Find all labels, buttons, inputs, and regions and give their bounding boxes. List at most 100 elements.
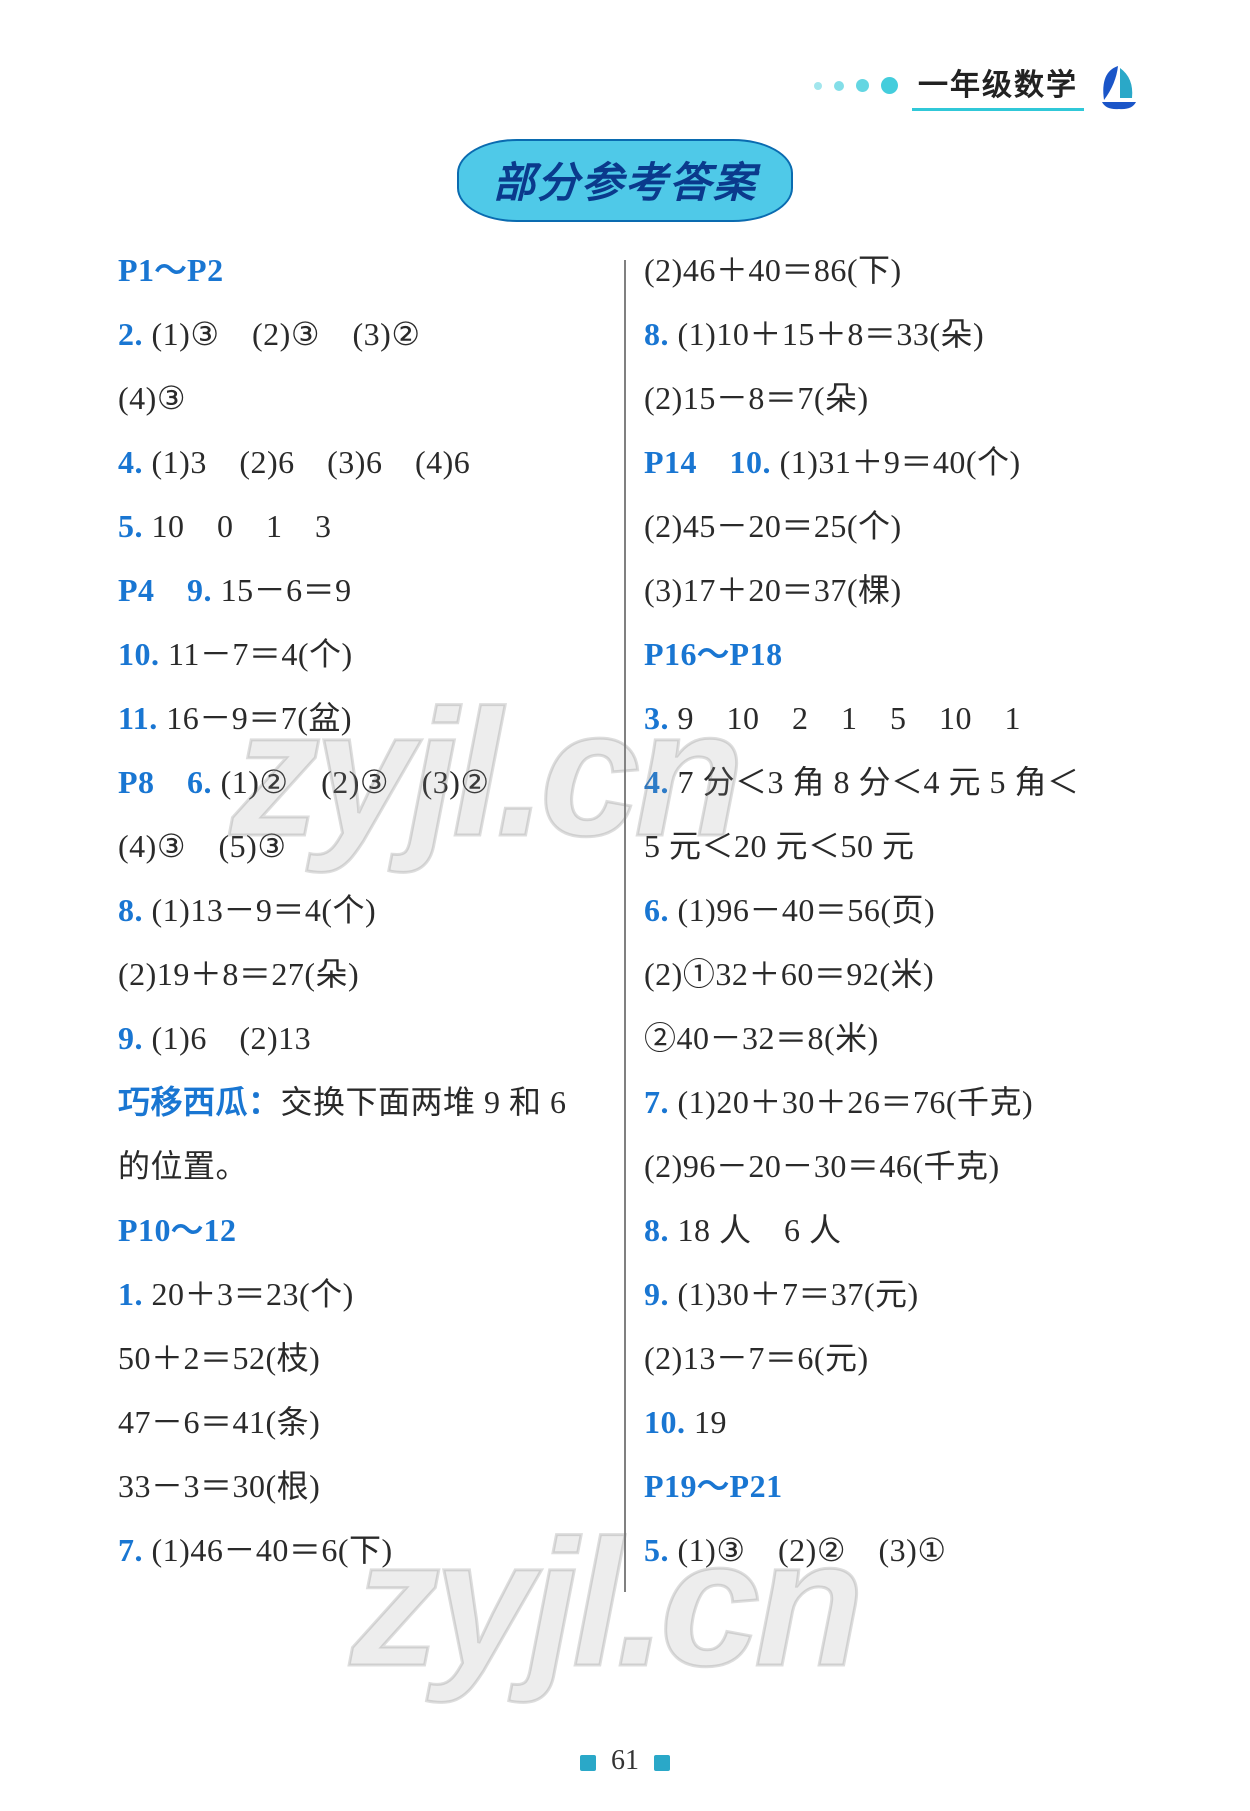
answer-key: 10. <box>644 1404 686 1440</box>
answer-text: (4)③ <box>118 380 186 416</box>
answer-text: (1)② (2)③ (3)② <box>212 764 490 800</box>
answer-line: P4 9. 15－6＝9 <box>118 574 606 606</box>
answer-text: (1)6 (2)13 <box>143 1020 311 1056</box>
answer-line: 5. (1)③ (2)② (3)① <box>644 1534 1132 1566</box>
answer-line: 9. (1)30＋7＝37(元) <box>644 1278 1132 1310</box>
answer-text: (1)③ (2)③ (3)② <box>143 316 421 352</box>
answer-key: P1～P2 <box>118 252 224 288</box>
page-footer: 61 <box>0 1745 1250 1777</box>
answer-line: 8. (1)10＋15＋8＝33(朵) <box>644 318 1132 350</box>
answer-line: (4)③ <box>118 382 606 414</box>
answer-text: 15－6＝9 <box>212 572 352 608</box>
answer-line: (2)45－20＝25(个) <box>644 510 1132 542</box>
answer-text: 47－6＝41(条) <box>118 1404 320 1440</box>
answer-line: 8. 18 人 6 人 <box>644 1214 1132 1246</box>
answer-key: P8 6. <box>118 764 212 800</box>
page-container: 一年级数学 部分参考答案 P1～P22. (1)③ (2)③ (3)②(4)③4… <box>0 0 1250 1638</box>
answer-key: 9. <box>644 1276 669 1312</box>
dot-icon <box>814 82 822 90</box>
dot-icon <box>856 79 869 92</box>
answer-line: (2)13－7＝6(元) <box>644 1342 1132 1374</box>
answer-line: 5. 10 0 1 3 <box>118 510 606 542</box>
footer-marker-icon <box>654 1755 670 1771</box>
dot-icon <box>881 77 898 94</box>
answer-text: (1)96－40＝56(页) <box>669 892 935 928</box>
answer-text: (2)13－7＝6(元) <box>644 1340 869 1376</box>
answer-line: P8 6. (1)② (2)③ (3)② <box>118 766 606 798</box>
answer-line: (2)19＋8＝27(朵) <box>118 958 606 990</box>
answer-text: (2)15－8＝7(朵) <box>644 380 869 416</box>
answer-text: (4)③ (5)③ <box>118 828 287 864</box>
answer-text: (1)31＋9＝40(个) <box>771 444 1021 480</box>
answer-key: 4. <box>118 444 143 480</box>
answer-line: 10. 19 <box>644 1406 1132 1438</box>
answer-line: (2)①32＋60＝92(米) <box>644 958 1132 990</box>
answer-text: (2)96－20－30＝46(千克) <box>644 1148 1000 1184</box>
answer-key: 8. <box>644 316 669 352</box>
answer-text: (2)45－20＝25(个) <box>644 508 902 544</box>
main-title: 部分参考答案 <box>493 161 757 207</box>
answer-line: 巧移西瓜：交换下面两堆 9 和 6 <box>118 1086 606 1118</box>
answer-line: P1～P2 <box>118 254 606 286</box>
answer-key: P4 9. <box>118 572 212 608</box>
answer-key: 8. <box>118 892 143 928</box>
answer-line: 的位置。 <box>118 1150 606 1182</box>
answer-line: P10～12 <box>118 1214 606 1246</box>
answer-line: 47－6＝41(条) <box>118 1406 606 1438</box>
answer-text: 10 0 1 3 <box>143 508 332 544</box>
answer-line: (3)17＋20＝37(棵) <box>644 574 1132 606</box>
answer-line: 8. (1)13－9＝4(个) <box>118 894 606 926</box>
answer-key: 5. <box>118 508 143 544</box>
answer-key: 1. <box>118 1276 143 1312</box>
answer-text: (1)30＋7＝37(元) <box>669 1276 919 1312</box>
answer-line: (4)③ (5)③ <box>118 830 606 862</box>
answer-key: 5. <box>644 1532 669 1568</box>
answer-text: (1)③ (2)② (3)① <box>669 1532 947 1568</box>
answer-key: 9. <box>118 1020 143 1056</box>
answer-text: (1)13－9＝4(个) <box>143 892 376 928</box>
answer-key: P10～12 <box>118 1212 237 1248</box>
answer-text: (1)10＋15＋8＝33(朵) <box>669 316 984 352</box>
answer-text: (2)19＋8＝27(朵) <box>118 956 359 992</box>
answer-line: 9. (1)6 (2)13 <box>118 1022 606 1054</box>
answer-text: 16－9＝7(盆) <box>158 700 352 736</box>
answer-text: 18 人 6 人 <box>669 1212 842 1248</box>
answer-text: 50＋2＝52(枝) <box>118 1340 320 1376</box>
left-column: P1～P22. (1)③ (2)③ (3)②(4)③4. (1)3 (2)6 (… <box>100 254 624 1598</box>
answer-text: 的位置。 <box>118 1148 248 1184</box>
answer-key: 6. <box>644 892 669 928</box>
answer-key: P14 10. <box>644 444 771 480</box>
answer-text: (2)①32＋60＝92(米) <box>644 956 934 992</box>
answer-line: 1. 20＋3＝23(个) <box>118 1278 606 1310</box>
answer-key: 7. <box>118 1532 143 1568</box>
answer-key: 巧移西瓜： <box>118 1084 281 1120</box>
answer-line: 33－3＝30(根) <box>118 1470 606 1502</box>
header-dots <box>814 77 898 94</box>
answer-line: 7. (1)20＋30＋26＝76(千克) <box>644 1086 1132 1118</box>
dot-icon <box>834 81 844 91</box>
page-number: 61 <box>611 1745 639 1776</box>
answer-line: (2)46＋40＝86(下) <box>644 254 1132 286</box>
answer-text: 交换下面两堆 9 和 6 <box>281 1084 567 1120</box>
answer-key: 10. <box>118 636 160 672</box>
answer-line: 4. 7 分＜3 角 8 分＜4 元 5 角＜ <box>644 766 1132 798</box>
answer-text: ②40－32＝8(米) <box>644 1020 879 1056</box>
answer-text: 5 元＜20 元＜50 元 <box>644 828 915 864</box>
answer-line: 6. (1)96－40＝56(页) <box>644 894 1132 926</box>
answer-text: 19 <box>686 1404 728 1440</box>
answer-key: 11. <box>118 700 158 736</box>
answer-line: P19～P21 <box>644 1470 1132 1502</box>
answer-key: 8. <box>644 1212 669 1248</box>
answer-text: 33－3＝30(根) <box>118 1468 320 1504</box>
answer-line: P16～P18 <box>644 638 1132 670</box>
answer-line: (2)15－8＝7(朵) <box>644 382 1132 414</box>
answer-key: 3. <box>644 700 669 736</box>
answer-text: (3)17＋20＝37(棵) <box>644 572 902 608</box>
answer-text: (1)20＋30＋26＝76(千克) <box>669 1084 1033 1120</box>
answer-key: 2. <box>118 316 143 352</box>
answer-line: 3. 9 10 2 1 5 10 1 <box>644 702 1132 734</box>
answer-line: 11. 16－9＝7(盆) <box>118 702 606 734</box>
answer-key: P16～P18 <box>644 636 783 672</box>
answer-line: 5 元＜20 元＜50 元 <box>644 830 1132 862</box>
answer-text: 20＋3＝23(个) <box>143 1276 354 1312</box>
